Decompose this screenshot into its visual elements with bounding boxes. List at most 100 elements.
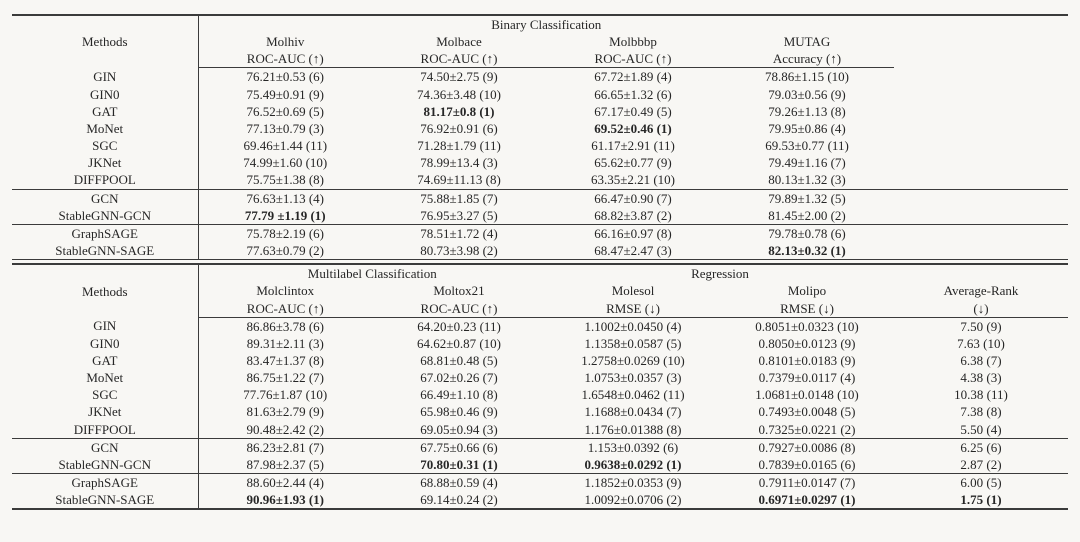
- table-row: JKNet 74.99±1.60 (10) 78.99±13.4 (3) 65.62±…: [12, 154, 1068, 172]
- paper-page: Methods Binary Classification Molhiv Mol…: [12, 14, 1068, 511]
- result-cell: 90.48±2.42 (2): [246, 421, 325, 437]
- result-cell: 69.46±1.44 (11): [243, 138, 328, 154]
- result-cell: 65.98±0.46 (9): [420, 404, 498, 420]
- empty-header-cell: [894, 264, 1068, 282]
- table-row: SGC 77.76±1.87 (10) 66.49±1.10 (8) 1.6548±0…: [12, 386, 1068, 404]
- task-group-header-regression: Regression: [691, 266, 749, 282]
- methods-column-header: Methods: [12, 15, 199, 68]
- result-cell: 79.03±0.56 (9): [768, 86, 846, 102]
- result-cell: [894, 103, 1068, 120]
- metric-header-row: ROC-AUC (↑) ROC-AUC (↑) RMSE (↓) RMSE (↓…: [12, 299, 1068, 318]
- result-cell: 66.65±1.32 (6): [594, 86, 672, 102]
- table-row: StableGNN-SAGE 90.96±1.93 (1) 69.14±0.24 (…: [12, 491, 1068, 510]
- method-name: JKNet: [12, 154, 199, 172]
- result-cell: 1.1358±0.0587 (5): [584, 335, 682, 351]
- method-name: GIN0: [12, 85, 199, 103]
- empty-column-header: [894, 15, 1068, 68]
- result-cell: 1.6548±0.0462 (11): [581, 387, 685, 403]
- result-cell: 0.7379±0.0117 (4): [758, 370, 856, 386]
- method-name: GIN: [12, 317, 199, 335]
- result-cell: 1.1852±0.0353 (9): [546, 473, 720, 492]
- result-cell: [894, 223, 1068, 243]
- table-row: GCN 76.63±1.13 (4) 75.88±1.85 (7) 66.47±0.9…: [12, 188, 1068, 207]
- method-name: JKNet: [12, 403, 199, 421]
- result-cell: 70.80±0.31 (1): [420, 456, 498, 472]
- dataset-header-molbace: Molbace: [436, 34, 482, 50]
- result-cell: 67.02±0.26 (7): [420, 370, 498, 386]
- result-cell: 76.63±1.13 (4): [198, 188, 372, 207]
- result-cell: 74.99±1.60 (10): [243, 155, 328, 171]
- result-cell: 63.35±2.21 (10): [590, 172, 676, 188]
- method-name: StableGNN-GCN: [12, 455, 199, 474]
- result-cell: 76.92±0.91 (6): [420, 120, 498, 136]
- task-group-header-binary: Binary Classification: [491, 17, 602, 32]
- table-row: GIN0 75.49±0.91 (9) 74.36±3.48 (10) 66.65±1…: [12, 85, 1068, 103]
- result-cell: 74.69±11.13 (8): [417, 172, 501, 188]
- result-cell: 0.8051±0.0323 (10): [755, 318, 859, 334]
- method-name: GAT: [12, 102, 199, 120]
- method-name: GCN: [12, 188, 199, 207]
- method-name: StableGNN-SAGE: [12, 242, 199, 260]
- method-name: MoNet: [12, 369, 199, 387]
- group-header-row: Methods Binary Classification: [12, 15, 1068, 68]
- result-cell: [894, 137, 1068, 154]
- result-cell: 89.31±2.11 (3): [246, 335, 324, 351]
- result-cell: 82.13±0.32 (1): [768, 243, 846, 259]
- result-cell: 65.62±0.77 (9): [594, 155, 672, 171]
- result-cell: 69.53±0.77 (11): [765, 138, 849, 154]
- result-cell: 0.7839±0.0165 (6): [758, 456, 856, 472]
- result-cell: 81.45±2.00 (2): [768, 207, 846, 223]
- result-cell: 1.1688±0.0434 (7): [584, 404, 682, 420]
- result-cell: 6.00 (5): [894, 473, 1068, 492]
- result-cell: [894, 242, 1068, 260]
- result-cell: 77.79 ±1.19 (1): [244, 207, 326, 223]
- method-name: GIN0: [12, 334, 199, 352]
- table-row: GIN 76.21±0.53 (6) 74.50±2.75 (9) 67.72±1.8…: [12, 67, 1068, 86]
- result-cell: 0.7911±0.0147 (7): [720, 473, 894, 492]
- table-row: JKNet 81.63±2.79 (9) 65.98±0.46 (9) 1.1688±…: [12, 403, 1068, 421]
- result-cell: 67.17±0.49 (5): [594, 103, 672, 119]
- result-cell: 1.176±0.01388 (8): [584, 421, 682, 437]
- result-cell: 80.73±3.98 (2): [420, 243, 498, 259]
- methods-column-header: Methods: [12, 264, 199, 318]
- method-name: GraphSAGE: [12, 223, 199, 243]
- result-cell: 1.153±0.0392 (6): [546, 437, 720, 456]
- result-cell: 67.72±1.89 (4): [594, 69, 672, 85]
- dataset-header-moltox21: Moltox21: [433, 283, 485, 299]
- dataset-header-average-rank: Average-Rank: [943, 283, 1019, 299]
- result-cell: 67.75±0.66 (6): [372, 437, 546, 456]
- result-cell: 77.13±0.79 (3): [246, 120, 325, 136]
- method-name: DIFFPOOL: [12, 420, 199, 439]
- task-group-header-multilabel: Multilabel Classification: [307, 266, 437, 282]
- table-row: DIFFPOOL 90.48±2.42 (2) 69.05±0.94 (3) 1.17…: [12, 420, 1068, 439]
- result-cell: 64.20±0.23 (11): [417, 318, 501, 334]
- table-row: GAT 76.52±0.69 (5) 81.17±0.8 (1) 67.17±0.49…: [12, 102, 1068, 120]
- metric-header: Accuracy (↑): [720, 50, 894, 69]
- result-cell: 1.0092±0.0706 (2): [584, 492, 682, 508]
- table-row: GCN 86.23±2.81 (7) 67.75±0.66 (6) 1.153±0.0…: [12, 437, 1068, 456]
- dataset-header-molclintox: Molclintox: [256, 283, 315, 299]
- result-cell: 86.75±1.22 (7): [246, 370, 325, 386]
- result-cell: 79.49±1.16 (7): [768, 155, 846, 171]
- result-cell: 90.96±1.93 (1): [246, 492, 325, 508]
- table-row: MoNet 86.75±1.22 (7) 67.02±0.26 (7) 1.0753±…: [12, 369, 1068, 387]
- result-cell: [894, 68, 1068, 86]
- result-cell: 79.26±1.13 (8): [768, 103, 846, 119]
- result-cell: 6.38 (7): [960, 352, 1002, 368]
- dataset-header-molipo: Molipo: [787, 283, 827, 299]
- result-cell: 71.28±1.79 (11): [417, 138, 501, 154]
- result-cell: 76.21±0.53 (6): [246, 69, 325, 85]
- metric-header: RMSE (↓): [720, 299, 894, 318]
- result-cell: 81.63±2.79 (9): [246, 404, 325, 420]
- result-cell: 0.8050±0.0123 (9): [758, 335, 856, 351]
- result-cell: 1.1002±0.0450 (4): [584, 318, 682, 334]
- result-cell: 74.36±3.48 (10): [416, 86, 502, 102]
- result-cell: 78.51±1.72 (4): [372, 223, 546, 243]
- result-cell: 69.05±0.94 (3): [420, 421, 498, 437]
- result-cell: 75.49±0.91 (9): [246, 86, 325, 102]
- table-row: StableGNN-SAGE 77.63±0.79 (2) 80.73±3.98 (…: [12, 242, 1068, 260]
- result-cell: [894, 154, 1068, 171]
- result-cell: 69.14±0.24 (2): [420, 492, 498, 508]
- metric-header: ROC-AUC (↑): [546, 50, 720, 69]
- table-row: MoNet 77.13±0.79 (3) 76.92±0.91 (6) 69.52±0…: [12, 119, 1068, 138]
